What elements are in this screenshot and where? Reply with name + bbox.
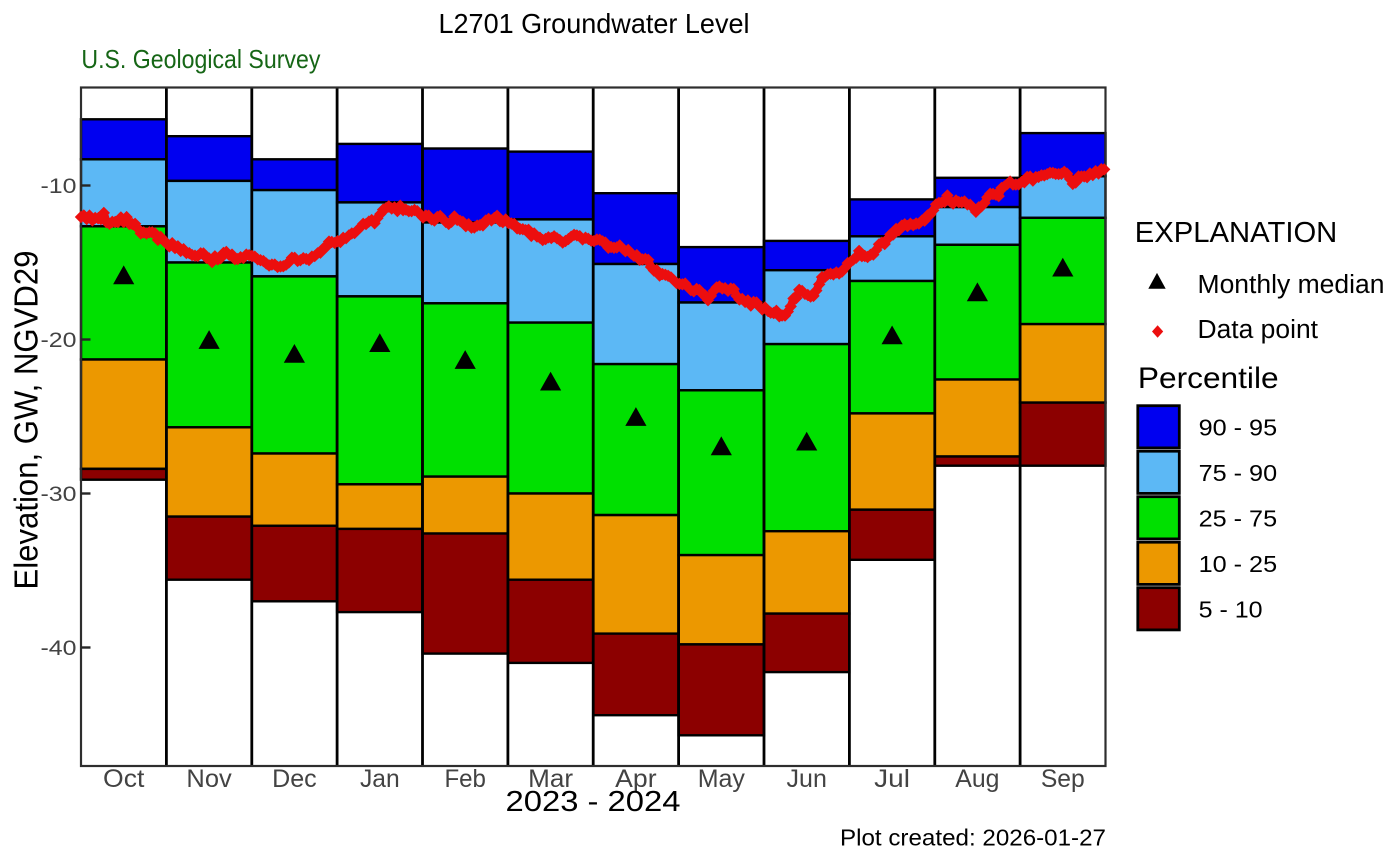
svg-text:Feb: Feb bbox=[444, 765, 486, 793]
svg-text:Plot created: 2026-01-27: Plot created: 2026-01-27 bbox=[840, 825, 1106, 851]
svg-text:Jan: Jan bbox=[360, 765, 400, 793]
svg-text:Sep: Sep bbox=[1041, 765, 1085, 793]
svg-text:75 - 90: 75 - 90 bbox=[1199, 460, 1278, 486]
svg-text:EXPLANATION: EXPLANATION bbox=[1135, 217, 1338, 249]
svg-text:Jul: Jul bbox=[874, 765, 910, 793]
svg-text:Data point: Data point bbox=[1198, 316, 1319, 344]
svg-text:Oct: Oct bbox=[103, 765, 144, 793]
svg-text:U.S. Geological Survey: U.S. Geological Survey bbox=[81, 44, 320, 74]
svg-text:-10: -10 bbox=[41, 174, 77, 198]
svg-text:-40: -40 bbox=[41, 636, 77, 660]
svg-text:5 - 10: 5 - 10 bbox=[1199, 597, 1263, 623]
svg-text:Mar: Mar bbox=[528, 765, 573, 793]
svg-text:90 - 95: 90 - 95 bbox=[1199, 415, 1278, 441]
svg-text:-20: -20 bbox=[41, 328, 77, 352]
svg-text:Elevation, GW, NGVD29: Elevation, GW, NGVD29 bbox=[8, 251, 45, 590]
svg-text:L2701 Groundwater Level: L2701 Groundwater Level bbox=[439, 8, 750, 39]
svg-text:Apr: Apr bbox=[615, 765, 656, 793]
svg-text:Percentile: Percentile bbox=[1138, 362, 1279, 395]
svg-text:2023 - 2024: 2023 - 2024 bbox=[506, 786, 681, 818]
svg-text:-30: -30 bbox=[41, 482, 77, 506]
svg-text:Dec: Dec bbox=[272, 765, 317, 793]
svg-text:Nov: Nov bbox=[186, 765, 232, 793]
svg-text:25 - 75: 25 - 75 bbox=[1199, 506, 1278, 532]
svg-text:Jun: Jun bbox=[787, 765, 827, 793]
svg-text:Aug: Aug bbox=[955, 765, 999, 793]
svg-text:May: May bbox=[698, 765, 746, 793]
svg-text:Monthly median: Monthly median bbox=[1198, 271, 1385, 299]
svg-text:10 - 25: 10 - 25 bbox=[1199, 551, 1278, 577]
